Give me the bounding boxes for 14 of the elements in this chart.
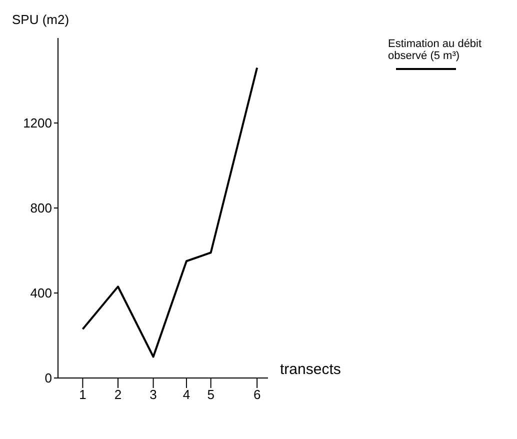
y-tick-label: 400	[30, 286, 52, 301]
x-tick-label: 5	[207, 387, 214, 402]
x-tick-label: 1	[79, 387, 86, 402]
y-tick-label: 1200	[23, 116, 52, 131]
text: Estimation au débit observé (5 m³)	[388, 38, 483, 62]
y-tick-label: 0	[44, 370, 52, 386]
x-tick-label: 3	[150, 387, 157, 402]
x-tick-label: 4	[182, 387, 190, 402]
y-tick-label: 800	[30, 200, 52, 216]
x-axis-title: transects	[280, 361, 341, 378]
x-tick-label: 2	[114, 387, 122, 402]
line-series	[82, 66, 258, 358]
y-axis-title: SPU (m2)	[12, 12, 70, 27]
x-tick-label: 6	[253, 387, 261, 402]
